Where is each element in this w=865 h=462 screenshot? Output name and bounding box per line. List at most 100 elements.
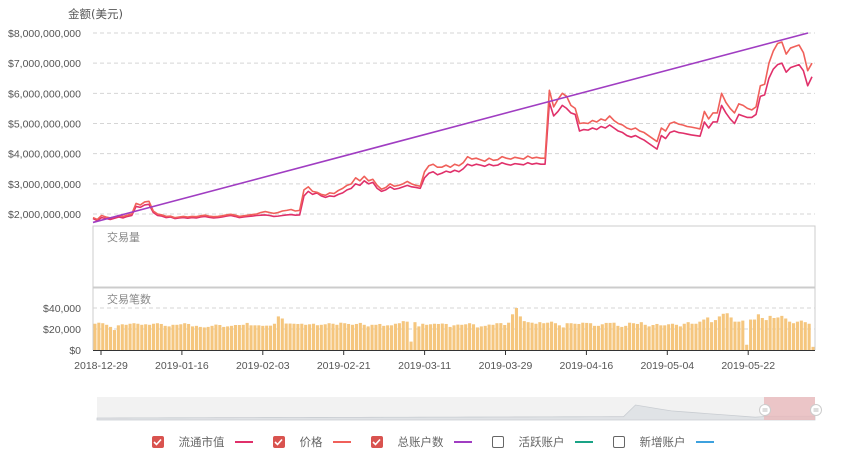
bar [643,324,647,350]
y-tick-label: $5,000,000,000 [8,118,81,130]
bar [374,324,378,350]
bar [432,323,437,350]
bar [276,316,280,350]
bar [319,324,323,350]
bar [128,323,132,350]
bar [671,323,675,350]
bar [768,315,772,350]
bar [616,325,620,350]
bar [97,322,101,350]
legend-item-new-accounts[interactable]: 新增账户 [612,434,714,450]
bar [522,321,526,350]
bar [518,316,522,350]
bar [772,317,776,350]
bar [249,325,253,350]
legend-item-price[interactable]: 价格 [272,434,351,450]
bar [756,314,760,350]
bar [140,324,144,350]
bar [635,323,639,350]
bar [596,325,600,350]
bar [710,322,714,350]
bar [218,325,222,350]
bar [448,326,452,350]
bar [343,323,347,350]
bar [530,322,534,350]
bar [167,326,171,350]
bar [487,324,491,350]
checkbox-unchecked-icon[interactable] [612,436,625,448]
bar [206,326,210,350]
bar [788,321,792,350]
y-tick-label: $2,000,000,000 [8,209,81,221]
bar [628,322,632,350]
bar [93,323,97,350]
legend-line-icon [695,441,714,443]
bar [269,325,273,350]
bar [358,322,362,350]
bar [694,323,698,350]
bar [183,323,187,350]
bar [292,323,296,350]
bar [468,323,472,350]
bar [265,325,269,350]
bar [682,323,686,350]
bar [311,323,316,350]
legend-line-icon [453,441,472,443]
bar [304,324,308,350]
bar [421,323,425,350]
checkbox-checked-icon[interactable] [151,436,164,448]
bar [706,317,710,350]
data-zoom-handle-left[interactable] [759,404,771,416]
y-tick-label: $8,000,000,000 [8,28,81,40]
y-tick-label: $4,000,000,000 [8,149,81,161]
legend-line-icon [332,441,351,443]
x-axis-ticks: 2018-12-29 2019-01-16 2019-02-03 2019-02-21… [74,350,775,372]
bar [647,326,651,350]
legend-item-total-accounts[interactable]: 总账户数 [370,434,472,450]
bar [663,325,667,350]
bar [347,323,351,350]
bar [198,326,202,350]
bar [144,324,148,350]
bar [354,323,358,350]
checkbox-checked-icon[interactable] [272,436,285,448]
bar [393,323,398,350]
bar [440,323,444,350]
bar [514,308,518,350]
checkbox-checked-icon[interactable] [370,436,383,448]
bar [604,322,608,350]
bar [713,320,718,350]
grid-lines [93,32,815,215]
bar [233,325,237,350]
x-tick-label: 2019-05-04 [640,360,694,372]
bar [229,325,234,350]
bar [510,314,515,350]
bar [538,322,542,350]
bar [390,325,394,350]
legend-label: 流通市值 [178,435,225,449]
bar [795,321,799,350]
legend-item-active-accounts[interactable]: 活跃账户 [491,434,593,450]
bar [791,323,796,350]
bar [116,325,120,350]
checkbox-unchecked-icon[interactable] [491,436,504,448]
legend-item-market-cap[interactable]: 流通市值 [151,434,253,450]
bar [401,321,405,350]
x-tick-label: 2019-03-29 [479,360,533,372]
bar [760,317,764,350]
bar [752,319,757,350]
bar [620,326,624,350]
bar [542,323,546,350]
bar [187,323,191,350]
bar [553,323,558,350]
bar [124,324,128,350]
bar [741,320,745,350]
bar [499,323,503,350]
data-zoom-handle-right[interactable] [810,404,822,416]
bar [573,323,577,350]
bar [624,325,628,350]
data-zoom-slider[interactable] [96,397,822,421]
bar [202,327,206,350]
bar [397,323,401,350]
data-zoom-selected-range[interactable] [764,397,815,420]
